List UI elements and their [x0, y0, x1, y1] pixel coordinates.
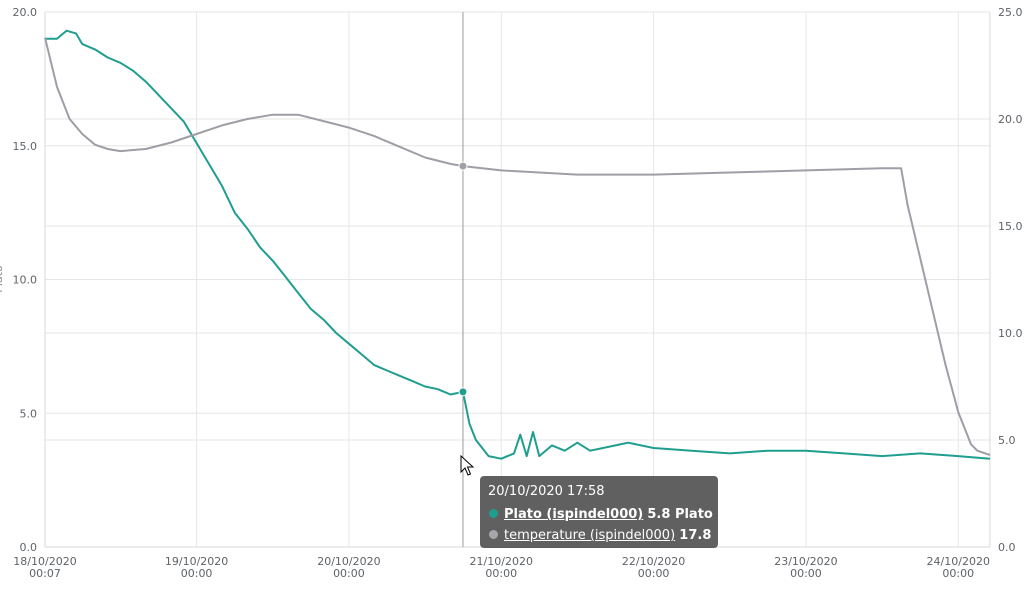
x-tick-time-label: 00:00: [181, 567, 213, 580]
x-tick-time-label: 00:00: [942, 567, 974, 580]
temperature-series-line: [44, 37, 991, 456]
y-right-tick-label: 0.0: [998, 541, 1016, 554]
tooltip-row-plato: Plato (ispindel000) 5.8 Plato: [488, 504, 713, 525]
x-tick-time-label: 00:00: [333, 567, 365, 580]
y-left-axis-title: Plato: [0, 265, 5, 293]
x-tick-time-label: 00:00: [485, 567, 517, 580]
y-left-tick-label: 5.0: [20, 407, 38, 420]
temperature-hover-point: [458, 161, 468, 171]
x-tick-date-label: 23/10/2020: [774, 555, 837, 568]
x-tick-time-label: 00:00: [790, 567, 822, 580]
y-left-tick-label: 10.0: [13, 274, 38, 287]
x-tick-time-label: 00:07: [29, 567, 61, 580]
tooltip-title: 20/10/2020 17:58: [488, 484, 605, 499]
y-right-tick-label: 20.0: [998, 113, 1023, 126]
tooltip-temperature-name: temperature (ispindel000): [504, 528, 676, 543]
mouse-pointer-icon: [460, 455, 475, 476]
x-tick-date-label: 21/10/2020: [470, 555, 533, 568]
y-left-tick-label: 0.0: [20, 541, 38, 554]
y-right-tick-label: 15.0: [998, 220, 1023, 233]
y-right-tick-label: 10.0: [998, 327, 1023, 340]
x-tick-date-label: 19/10/2020: [165, 555, 228, 568]
y-right-tick-label: 5.0: [998, 434, 1016, 447]
tooltip-row-temperature: temperature (ispindel000) 17.8: [488, 525, 712, 546]
plato-hover-point: [458, 387, 468, 397]
temperature-legend-dot: [489, 530, 498, 539]
plato-legend-dot: [489, 509, 498, 518]
x-tick-date-label: 18/10/2020: [13, 555, 76, 568]
x-tick-time-label: 00:00: [638, 567, 670, 580]
hover-tooltip: 20/10/2020 17:58 Plato (ispindel000) 5.8…: [480, 476, 718, 548]
tooltip-plato-value: 5.8 Plato: [647, 507, 713, 522]
y-left-tick-label: 20.0: [13, 6, 38, 19]
x-tick-date-label: 22/10/2020: [622, 555, 685, 568]
y-left-tick-label: 15.0: [13, 140, 38, 153]
plato-series-line: [45, 29, 991, 460]
y-right-tick-label: 25.0: [998, 6, 1023, 19]
tooltip-plato-name: Plato (ispindel000): [504, 507, 644, 522]
tooltip-temperature-value: 17.8: [679, 528, 712, 543]
x-tick-date-label: 24/10/2020: [927, 555, 990, 568]
x-tick-date-label: 20/10/2020: [317, 555, 380, 568]
